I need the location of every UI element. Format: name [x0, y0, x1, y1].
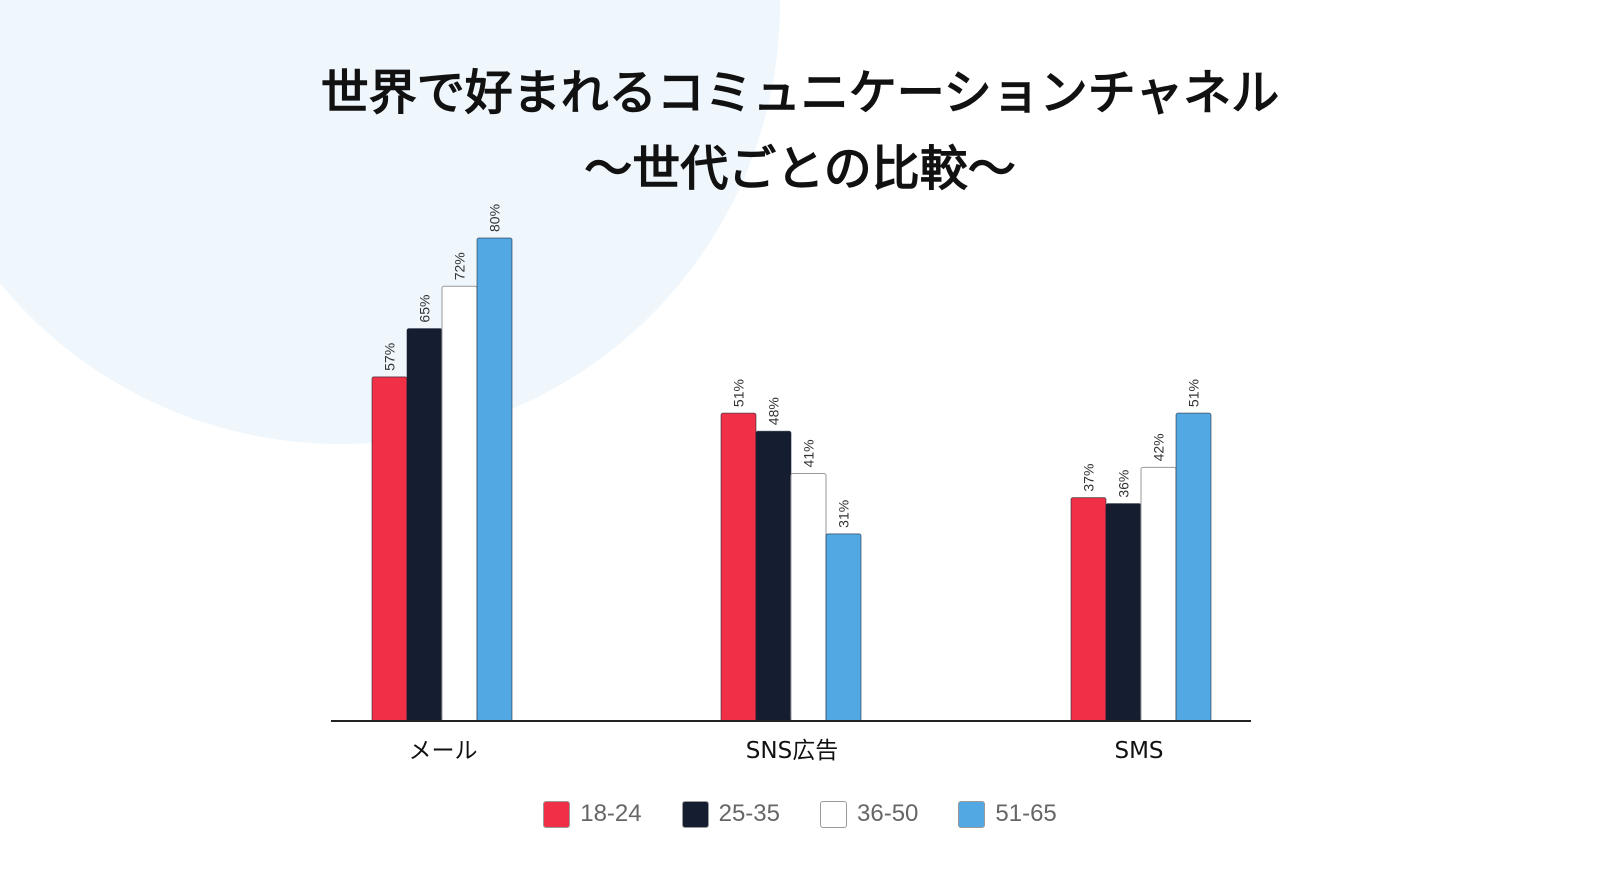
chart-title-line-1: 世界で好まれるコミュニケーションチャネル — [320, 65, 1280, 121]
legend-swatch — [681, 800, 709, 828]
bar-18-24-2 — [1070, 497, 1107, 722]
bar-18-24-0 — [371, 376, 408, 722]
bar-51-65-1 — [825, 533, 862, 722]
chart-legend: 18-24 25-35 36-50 51-65 — [0, 800, 1600, 828]
value-label: 57% — [382, 343, 398, 371]
legend-swatch — [820, 800, 847, 828]
value-label: 42% — [1151, 433, 1167, 461]
value-label: 36% — [1116, 470, 1132, 498]
bar-25-35-2 — [1105, 503, 1142, 722]
value-label: 37% — [1081, 464, 1097, 492]
value-label: 51% — [1186, 379, 1202, 407]
bar-51-65-0 — [476, 237, 513, 722]
chart-title: 世界で好まれるコミュニケーションチャネル 〜世代ごとの比較〜 — [0, 55, 1600, 207]
category-label: SMS — [1114, 738, 1163, 764]
legend-swatch — [543, 800, 571, 828]
bar-25-35-0 — [406, 328, 443, 722]
legend-label: 18-24 — [580, 800, 642, 827]
legend-item: 36-50 — [820, 800, 918, 828]
chart-title-line-2: 〜世代ごとの比較〜 — [584, 141, 1016, 197]
value-label: 31% — [836, 500, 852, 528]
category-label: SNS広告 — [746, 738, 838, 764]
value-label: 80% — [487, 204, 503, 232]
category-label: メール — [409, 738, 478, 764]
legend-label: 25-35 — [718, 800, 780, 827]
legend-item: 51-65 — [958, 800, 1057, 828]
legend-item: 25-35 — [681, 800, 780, 828]
value-label: 65% — [417, 295, 433, 323]
bar-51-65-2 — [1175, 412, 1212, 722]
bar-25-35-1 — [755, 430, 792, 722]
bar-36-50-1 — [790, 472, 827, 722]
value-label: 48% — [766, 397, 782, 425]
legend-swatch — [958, 800, 986, 828]
legend-item: 18-24 — [543, 800, 642, 828]
value-label: 41% — [801, 439, 817, 467]
bar-36-50-2 — [1140, 466, 1177, 722]
value-label: 72% — [452, 252, 468, 280]
bar-36-50-0 — [441, 285, 478, 722]
legend-label: 51-65 — [995, 800, 1057, 827]
value-label: 51% — [731, 379, 747, 407]
legend-label: 36-50 — [857, 800, 919, 827]
bar-18-24-1 — [720, 412, 757, 722]
